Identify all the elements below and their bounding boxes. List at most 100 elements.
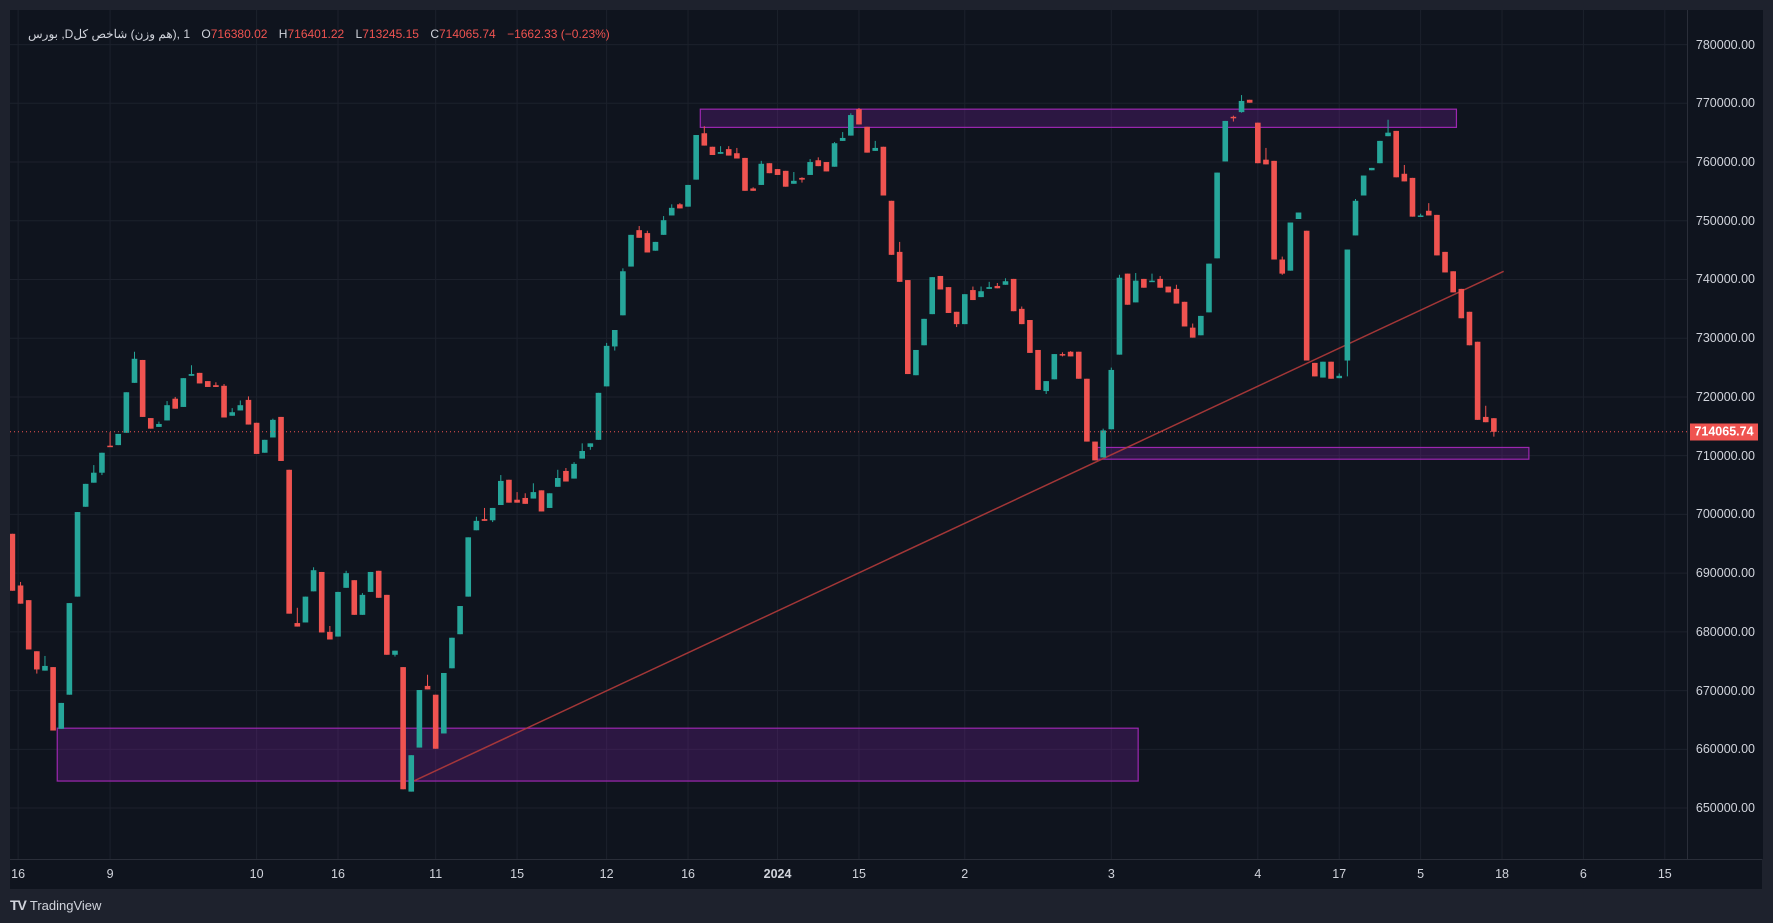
candle-body xyxy=(1442,251,1448,273)
candle-up xyxy=(848,113,854,136)
candle-body xyxy=(913,349,919,376)
candle-up xyxy=(1206,263,1212,313)
candle-body xyxy=(538,490,545,512)
candle-body xyxy=(742,157,748,191)
close-label: C xyxy=(430,27,439,41)
candle-down xyxy=(147,418,154,429)
candle-up xyxy=(123,392,130,433)
candle-down xyxy=(1067,351,1074,357)
candle-down xyxy=(400,667,406,790)
candle-down xyxy=(644,230,651,253)
candle-body xyxy=(823,162,830,172)
candle-down xyxy=(774,169,781,175)
candle-body xyxy=(229,412,235,416)
candle-down xyxy=(139,359,146,417)
candle-up xyxy=(717,146,724,154)
candle-down xyxy=(734,147,740,159)
candle-body xyxy=(1018,308,1025,325)
candle-up xyxy=(131,351,138,383)
candle-down xyxy=(432,694,439,749)
candle-down xyxy=(1393,130,1399,178)
candle-down xyxy=(823,162,830,172)
candle-body xyxy=(278,416,284,461)
time-tick-label: 16 xyxy=(681,867,695,881)
candle-body xyxy=(294,623,301,627)
candlestick-chart[interactable] xyxy=(10,10,1687,859)
candle-down xyxy=(1246,99,1253,103)
candle-up xyxy=(1336,373,1343,379)
candle-down xyxy=(1434,214,1440,256)
candle-body xyxy=(1092,441,1098,461)
time-axis[interactable]: 16 9 10 16 11 15 12 16 2024 15 2 3 4 17 5 18 6 15 xyxy=(10,859,1762,889)
candle-up xyxy=(188,365,195,376)
candle-body xyxy=(758,163,765,185)
candle-body xyxy=(1385,132,1391,137)
candle-body xyxy=(1482,416,1489,423)
price-tick-label: 670000.00 xyxy=(1695,683,1755,698)
candle-body xyxy=(1303,230,1310,361)
candle-body xyxy=(725,149,732,156)
candle-body xyxy=(204,381,211,387)
candle-down xyxy=(937,275,944,290)
candle-body xyxy=(123,392,130,433)
candle-body xyxy=(831,143,838,167)
candle-body xyxy=(1124,273,1131,305)
candle-up xyxy=(408,755,415,792)
price-tick-label: 710000.00 xyxy=(1695,448,1755,463)
candle-up xyxy=(1149,273,1155,283)
candle-up xyxy=(1198,315,1204,336)
candle-body xyxy=(139,359,146,417)
candle-up xyxy=(270,418,276,438)
candle-body xyxy=(1035,349,1041,390)
candle-body xyxy=(1198,315,1204,336)
candle-body xyxy=(1320,361,1326,378)
candle-down xyxy=(1010,278,1017,312)
candle-up xyxy=(693,135,699,180)
price-axis[interactable]: 714065.74 780000.00 770000.00 760000.00 750… xyxy=(1687,10,1763,859)
candle-body xyxy=(17,585,24,604)
candle-up xyxy=(392,650,398,657)
candle-body xyxy=(546,493,553,508)
candle-down xyxy=(245,396,252,425)
candle-body xyxy=(1214,172,1220,259)
candle-down xyxy=(1092,441,1098,461)
candle-up xyxy=(343,570,349,588)
candle-body xyxy=(921,318,927,346)
candle-up xyxy=(579,443,585,459)
candle-body xyxy=(1116,277,1123,355)
candle-up xyxy=(1377,140,1383,164)
candle-down xyxy=(880,146,887,196)
candle-down xyxy=(506,479,512,503)
candle-up xyxy=(498,475,504,506)
candle-body xyxy=(400,667,406,790)
brand-name[interactable]: TradingView xyxy=(29,897,102,913)
candle-down xyxy=(1466,311,1473,346)
candle-down xyxy=(799,177,805,183)
candle-down xyxy=(701,126,708,146)
candle-body xyxy=(180,378,187,407)
candle-up xyxy=(1238,95,1245,113)
candle-down xyxy=(1157,275,1163,288)
candle-down xyxy=(1075,351,1082,379)
candle-up xyxy=(74,512,81,597)
candle-up xyxy=(831,142,838,167)
candle-body xyxy=(245,399,252,425)
candle-body xyxy=(107,445,113,448)
candle-down xyxy=(50,667,56,731)
candle-body xyxy=(1230,116,1237,119)
candle-down xyxy=(1482,405,1489,423)
candle-down xyxy=(905,280,911,375)
symbol-title[interactable]: 1 ,(هم وزن) شاخص کلD, بورس xyxy=(28,27,191,41)
price-tick-label: 690000.00 xyxy=(1695,566,1755,581)
candle-up xyxy=(310,567,317,592)
close-value: 714065.74 xyxy=(438,27,496,41)
candle-down xyxy=(1328,361,1334,379)
candle-body xyxy=(327,631,333,640)
candle-down xyxy=(1255,122,1261,164)
chart-pane[interactable]: 1 ,(هم وزن) شاخص کلD, بورس O716380.02 H7… xyxy=(10,10,1687,859)
candle-body xyxy=(693,135,699,180)
candle-down xyxy=(17,581,24,604)
candle-body xyxy=(50,667,56,731)
change-value: −1662.33 (−0.23%) xyxy=(507,27,610,41)
candle-down xyxy=(172,396,178,409)
